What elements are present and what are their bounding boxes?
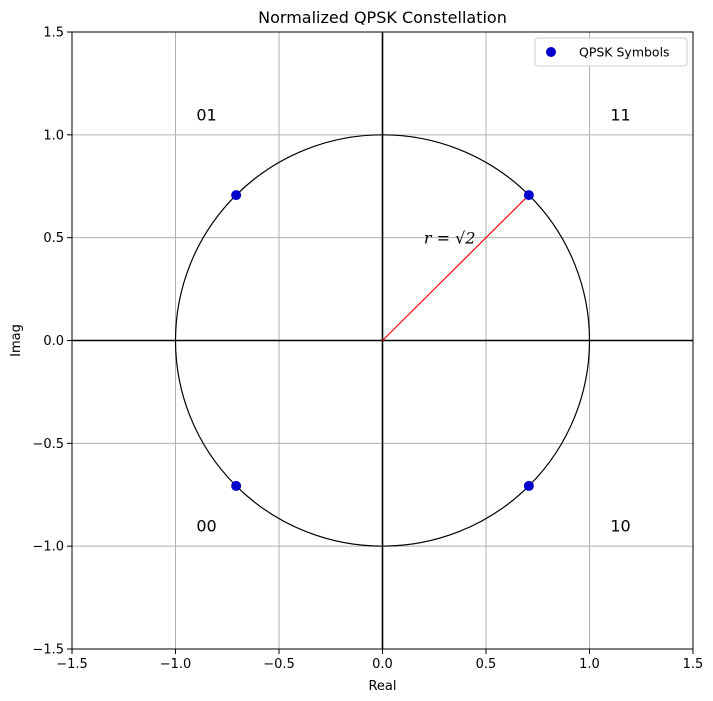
ticks-layer: −1.5 −1.0 −0.5 0.0 0.5 1.0 1.5 −1.5 −1.0 −0.5 0.0 0…: [32, 26, 703, 673]
x-tick-label: 0.5: [476, 657, 497, 672]
quadrant-label: 01: [196, 105, 216, 124]
legend-marker-qpsk-symbols: [546, 47, 556, 57]
x-tick-label: 1.5: [683, 657, 704, 672]
symbol-point: [231, 190, 242, 201]
symbol-points-layer: [231, 190, 534, 491]
symbol-point: [231, 480, 242, 491]
legend: QPSK Symbols: [534, 37, 688, 67]
x-tick-label: −0.5: [263, 657, 295, 672]
x-tick-label: 1.0: [579, 657, 600, 672]
radius-line-layer: [382, 194, 530, 341]
symbol-point: [523, 480, 534, 491]
y-tick-label: −1.5: [32, 643, 64, 658]
y-tick-label: 1.0: [43, 128, 64, 143]
quadrant-label: 11: [610, 105, 630, 124]
x-tick-label: 0.0: [372, 657, 393, 672]
y-tick-label: −1.0: [32, 540, 64, 555]
chart-title: Normalized QPSK Constellation: [258, 8, 507, 27]
annotations-layer: 01 11 00 10 r = √2: [196, 105, 630, 535]
y-axis-label: Imag: [9, 324, 24, 357]
x-tick-label: −1.5: [56, 657, 88, 672]
y-tick-label: −0.5: [32, 437, 64, 452]
y-tick-label: 0.0: [43, 334, 64, 349]
legend-label-qpsk-symbols: QPSK Symbols: [579, 45, 670, 60]
symbol-point: [523, 190, 534, 201]
x-tick-label: −1.0: [160, 657, 192, 672]
quadrant-label: 10: [610, 517, 630, 536]
radius-label: r = √2: [424, 229, 476, 248]
x-axis-label: Real: [368, 679, 396, 694]
y-tick-label: 1.5: [43, 26, 64, 41]
legend-box: [534, 37, 688, 67]
y-tick-label: 0.5: [43, 231, 64, 246]
radius-line: [382, 194, 530, 341]
quadrant-label: 00: [196, 517, 216, 536]
